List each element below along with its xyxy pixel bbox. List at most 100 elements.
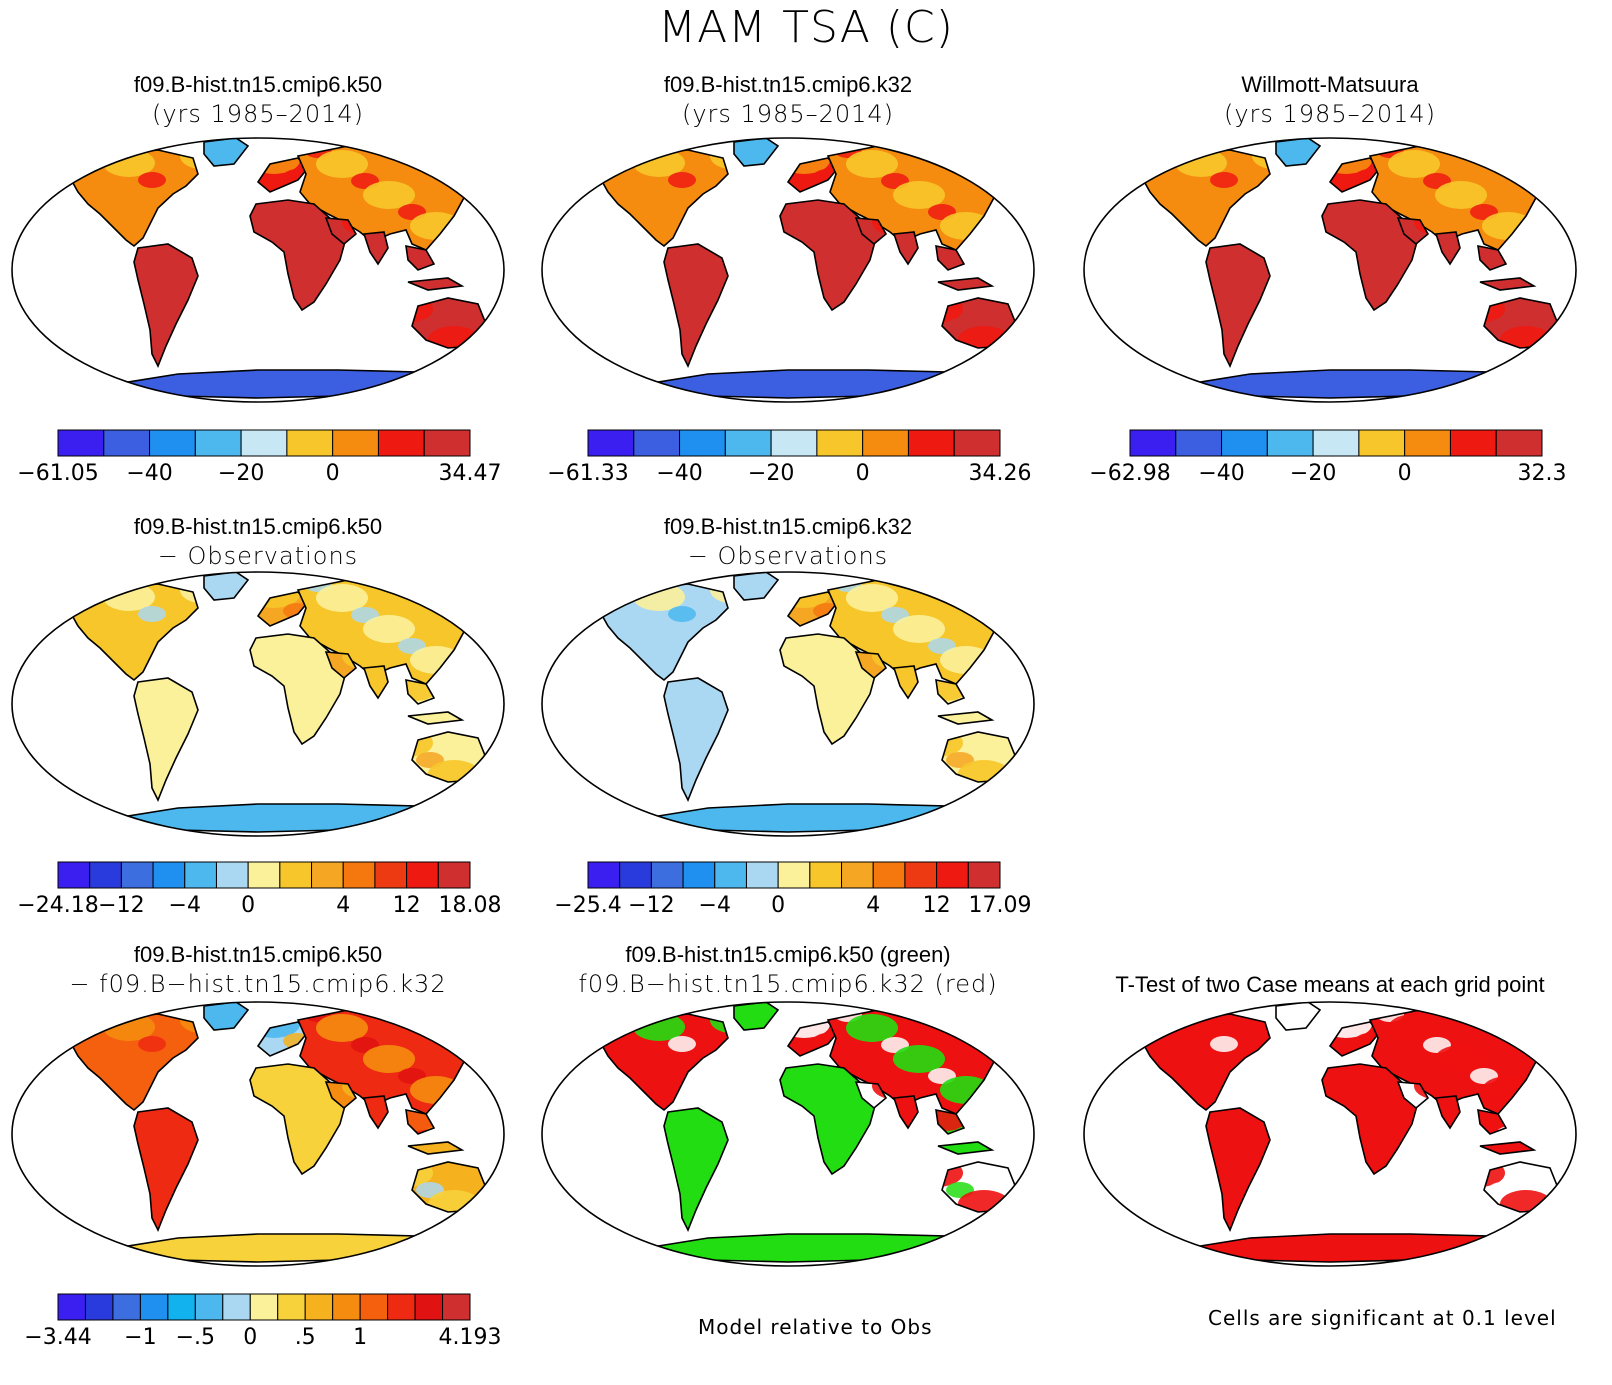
colorbar-box — [359, 1293, 389, 1321]
colorbar-box — [872, 861, 906, 889]
colorbar-box — [374, 861, 408, 889]
coastline — [249, 1063, 347, 1176]
map-border — [11, 1001, 505, 1267]
coastline — [133, 1107, 199, 1232]
colorbar-box — [247, 861, 281, 889]
coastline — [596, 583, 729, 682]
coastline — [324, 1081, 358, 1110]
colorbar-box — [89, 861, 122, 889]
colorbar-tick-label: 0 — [243, 1325, 257, 1350]
coastline — [935, 1108, 966, 1135]
coastline — [786, 157, 840, 193]
colorbar-box — [587, 861, 621, 889]
colorbar: −61.33 −40 −20 0 34.26 — [547, 429, 1031, 486]
coastline — [1396, 1081, 1430, 1110]
coastline — [786, 591, 840, 627]
colorbar-box — [724, 429, 772, 457]
coastline — [1138, 1013, 1271, 1112]
map-border — [1083, 1001, 1577, 1267]
coastline — [854, 1081, 888, 1110]
colorbar-tick-label: 12 — [923, 893, 951, 918]
colorbar-box — [1358, 429, 1406, 457]
colorbar-box — [1404, 429, 1451, 457]
colorbar-box — [714, 861, 747, 889]
colorbar-tick-label: −1 — [124, 1325, 156, 1350]
colorbar-box — [139, 1293, 169, 1321]
coastline — [733, 1002, 780, 1031]
colorbar-box — [277, 1293, 306, 1321]
colorbar-box — [862, 429, 909, 457]
coastline — [854, 217, 888, 246]
colorbar-box — [1129, 429, 1177, 457]
colorbar-box — [953, 429, 1001, 457]
world-map — [11, 571, 505, 837]
colorbar-tick-label: −62.98 — [1089, 461, 1170, 486]
colorbar-box — [442, 1293, 471, 1321]
colorbar-box — [304, 1293, 334, 1321]
coastline — [663, 1107, 729, 1232]
colorbar-box — [619, 861, 652, 889]
colorbar-tick-label: 0 — [326, 461, 340, 486]
colorbar-box — [120, 861, 154, 889]
coastline — [66, 1013, 199, 1112]
panel-subtitle: − Observations — [157, 542, 359, 570]
colorbar-box — [249, 1293, 279, 1321]
panel-title: f09.B-hist.tn15.cmip6.k50 — [133, 514, 383, 539]
colorbar-tick-label: −25.4 — [554, 893, 621, 918]
coastline — [1321, 199, 1419, 312]
coastline — [937, 277, 995, 291]
colorbar-tick-label: 0 — [241, 893, 255, 918]
panel-title: f09.B-hist.tn15.cmip6.k32 — [663, 514, 913, 539]
coastline — [407, 711, 465, 725]
panel-subtitle: − Observations — [687, 542, 889, 570]
colorbar: −25.4 −12 −4 0 4 12 17.09 — [554, 861, 1031, 918]
coastline — [663, 677, 729, 802]
coastline — [854, 651, 888, 680]
coastline — [133, 677, 199, 802]
coastline — [249, 199, 347, 312]
coastline — [935, 678, 966, 705]
map-border — [1083, 137, 1577, 403]
colorbar-tick-label: −40 — [656, 461, 702, 486]
colorbar-tick-label: 0 — [856, 461, 870, 486]
colorbar-box — [414, 1293, 444, 1321]
map-border — [11, 137, 505, 403]
colorbar-box — [907, 429, 955, 457]
colorbar-tick-label: −20 — [748, 461, 794, 486]
colorbar-box — [633, 429, 681, 457]
coastline — [405, 678, 436, 705]
world-map — [541, 1001, 1035, 1267]
panel-title: f09.B-hist.tn15.cmip6.k50 — [133, 72, 383, 97]
colorbar-box — [342, 861, 376, 889]
colorbar-box — [904, 861, 938, 889]
coastline — [249, 633, 347, 746]
coastline — [133, 243, 199, 368]
colorbar-box — [423, 429, 471, 457]
colorbar-tick-label: −12 — [628, 893, 674, 918]
colorbar-tick-label: 12 — [393, 893, 421, 918]
coastline — [733, 138, 780, 167]
panel-title: T-Test of two Case means at each grid po… — [1115, 972, 1545, 997]
colorbar-box — [215, 861, 249, 889]
world-map — [541, 571, 1035, 837]
figure-title: MAM TSA (C) — [658, 2, 954, 53]
coastline — [407, 1141, 465, 1155]
colorbar-box — [650, 861, 684, 889]
panel-subtitle: − f09.B−hist.tn15.cmip6.k32 — [69, 970, 447, 998]
colorbar-tick-label: −40 — [126, 461, 172, 486]
coastline — [1477, 244, 1508, 271]
coastline — [1275, 1002, 1322, 1031]
colorbar-box — [682, 861, 716, 889]
coastline — [786, 1021, 840, 1057]
colorbar-tick-label: −12 — [98, 893, 144, 918]
coastline — [203, 572, 250, 601]
world-map — [541, 137, 1035, 403]
colorbar-box — [1175, 429, 1223, 457]
colorbar-box — [679, 429, 726, 457]
colorbar-tick-label: 0 — [771, 893, 785, 918]
colorbar-box — [1495, 429, 1543, 457]
colorbar-tick-label: −4 — [699, 893, 731, 918]
colorbar-box — [967, 861, 1001, 889]
colorbar-box — [332, 429, 379, 457]
colorbar-box — [816, 429, 864, 457]
